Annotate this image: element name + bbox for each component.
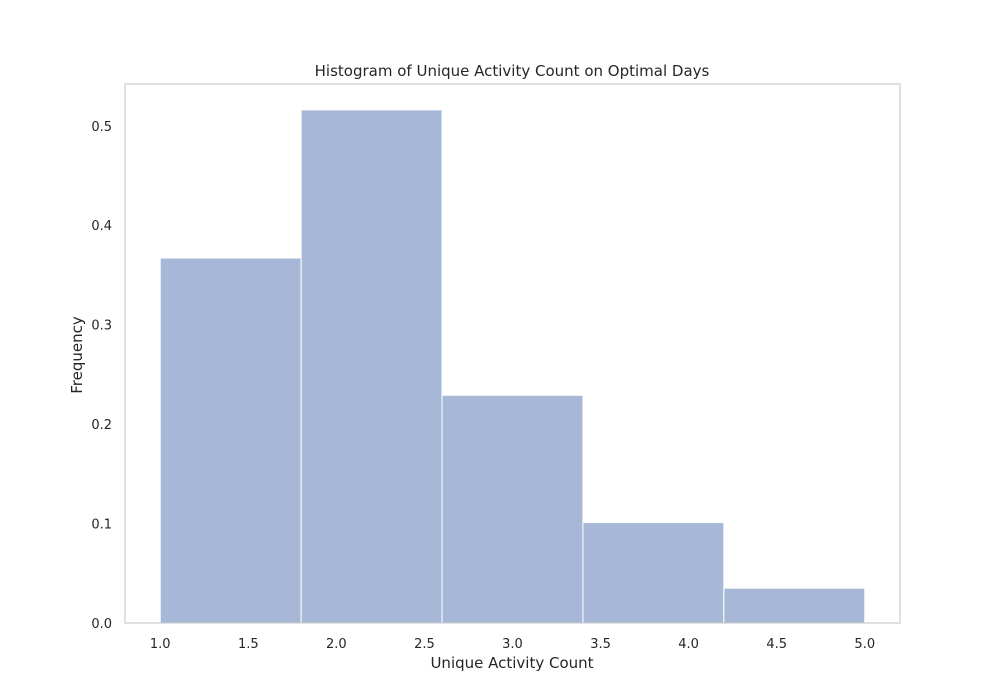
x-axis-title: Unique Activity Count xyxy=(430,654,593,672)
x-tick-label: 5.0 xyxy=(854,637,875,652)
y-tick-label: 0.1 xyxy=(91,518,112,533)
x-tick-label: 1.0 xyxy=(150,637,171,652)
y-tick-label: 0.4 xyxy=(91,219,112,234)
y-tick-label: 0.0 xyxy=(91,617,112,632)
x-tick-label: 3.0 xyxy=(502,637,523,652)
y-axis-title: Frequency xyxy=(68,316,86,394)
x-tick-label: 4.0 xyxy=(678,637,699,652)
plot-frame xyxy=(124,83,901,624)
x-tick-label: 2.5 xyxy=(414,637,435,652)
x-tick-label: 2.0 xyxy=(326,637,347,652)
histogram-bar-1 xyxy=(159,257,302,624)
histogram-bar-5 xyxy=(723,587,866,624)
histogram-bar-2 xyxy=(300,109,443,624)
y-tick-label: 0.5 xyxy=(91,120,112,135)
histogram-bar-3 xyxy=(441,394,584,624)
x-tick-label: 1.5 xyxy=(238,637,259,652)
bars-layer xyxy=(159,109,866,624)
chart-title: Histogram of Unique Activity Count on Op… xyxy=(315,62,710,80)
histogram-bar-4 xyxy=(582,522,725,624)
y-tick-label: 0.3 xyxy=(91,319,112,334)
x-tick-label: 4.5 xyxy=(766,637,787,652)
x-tick-labels: 1.0 1.5 2.0 2.5 3.0 3.5 4.0 4.5 5.0 xyxy=(150,637,875,652)
x-tick-label: 3.5 xyxy=(590,637,611,652)
y-tick-label: 0.2 xyxy=(91,418,112,433)
y-tick-labels: 0.0 0.1 0.2 0.3 0.4 0.5 xyxy=(91,120,112,632)
